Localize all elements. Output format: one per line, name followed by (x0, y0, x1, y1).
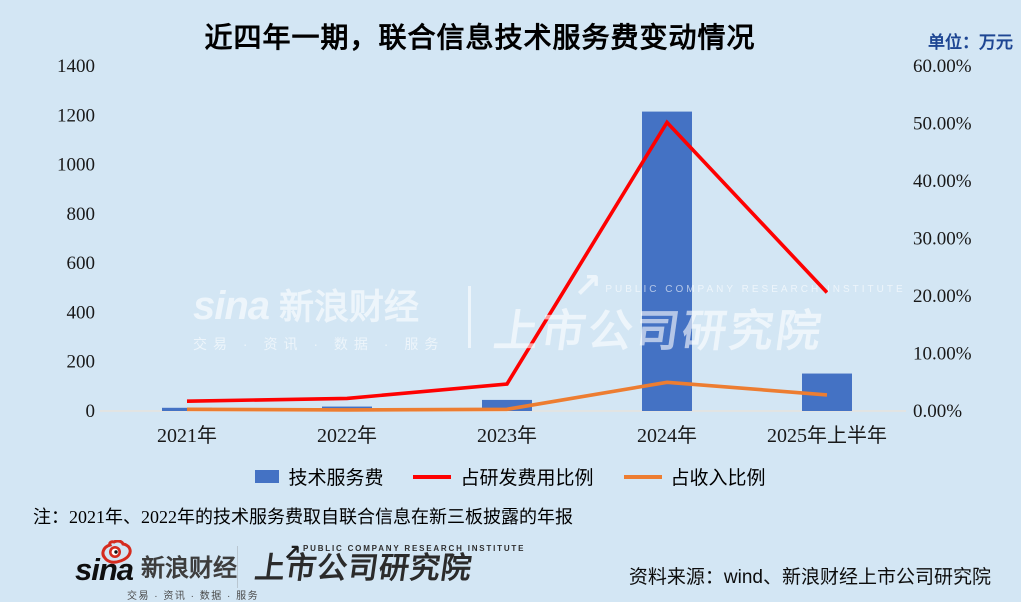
x-axis-label: 2023年 (477, 424, 537, 447)
legend-item: 占收入比例 (623, 463, 766, 490)
x-axis-label: 2025年上半年 (767, 424, 887, 447)
chart-legend: 技术服务费 占研发费用比例 占收入比例 (0, 463, 1021, 490)
left-axis-tick: 400 (67, 302, 96, 323)
left-axis-tick: 200 (67, 352, 96, 373)
right-axis-tick: 10.00% (913, 344, 972, 365)
sina-tagline: 交易 · 资讯 · 数据 · 服务 (127, 591, 260, 602)
right-axis-tick: 50.00% (913, 114, 972, 135)
legend-bar-swatch (255, 470, 280, 483)
footer: sina 新浪财经 交易 · 资讯 · 数据 · 服务 ↗ PUBLIC COM… (0, 539, 1021, 602)
bar-2023年 (482, 399, 532, 411)
line-series (186, 119, 829, 403)
sina-eye-icon (99, 539, 133, 571)
left-axis-tick: 1000 (57, 155, 95, 176)
legend-label: 占研发费用比例 (460, 468, 594, 489)
institute-arrow-icon: ↗ (283, 540, 302, 565)
x-axis-label: 2021年 (157, 424, 217, 447)
chart-canvas: 0 200 400 600 800 1000 1200 1400 0.00% 10.00% 20.0… (57, 56, 972, 447)
right-axis-tick: 30.00% (913, 229, 972, 250)
footer-divider (237, 546, 238, 588)
legend-label: 技术服务费 (288, 468, 384, 489)
legend-line-swatch (413, 474, 452, 479)
x-axis-label: 2022年 (317, 424, 377, 447)
institute-name: 上市公司研究院 (252, 552, 475, 585)
institute-subtitle: PUBLIC COMPANY RESEARCH INSTITUTE (303, 544, 526, 553)
sina-logo-block: sina 新浪财经 交易 · 资讯 · 数据 · 服务 (75, 539, 260, 602)
left-axis-tick: 1200 (57, 105, 95, 126)
legend-line-swatch (623, 474, 662, 479)
left-axis-tick: 600 (67, 253, 96, 274)
chart-title: 近四年一期，联合信息技术服务费变动情况 (204, 22, 756, 53)
right-axis-tick: 40.00% (913, 171, 972, 192)
data-source: 资料来源：wind、新浪财经上市公司研究院 (628, 567, 991, 588)
legend-item: 占研发费用比例 (413, 463, 594, 490)
legend-item: 技术服务费 (255, 463, 383, 490)
legend-label: 占收入比例 (670, 468, 766, 489)
right-axis-tick: 20.00% (913, 286, 972, 307)
left-axis-tick: 0 (86, 401, 96, 422)
right-axis-tick: 60.00% (913, 56, 972, 77)
institute-logo-block: ↗ PUBLIC COMPANY RESEARCH INSTITUTE 上市公司… (252, 540, 526, 585)
left-axis-tick: 800 (67, 204, 96, 225)
bar-2024年 (642, 111, 692, 411)
chart-note: 注：2021年、2022年的技术服务费取自联合信息在新三板披露的年报 (33, 507, 573, 527)
x-axis-label: 2024年 (637, 424, 697, 447)
unit-label: 单位：万元 (928, 33, 1013, 52)
left-axis-tick: 1400 (57, 56, 95, 77)
right-axis-tick: 0.00% (913, 401, 962, 422)
sina-brand-text: 新浪财经 (141, 556, 238, 582)
line-series (186, 380, 828, 412)
